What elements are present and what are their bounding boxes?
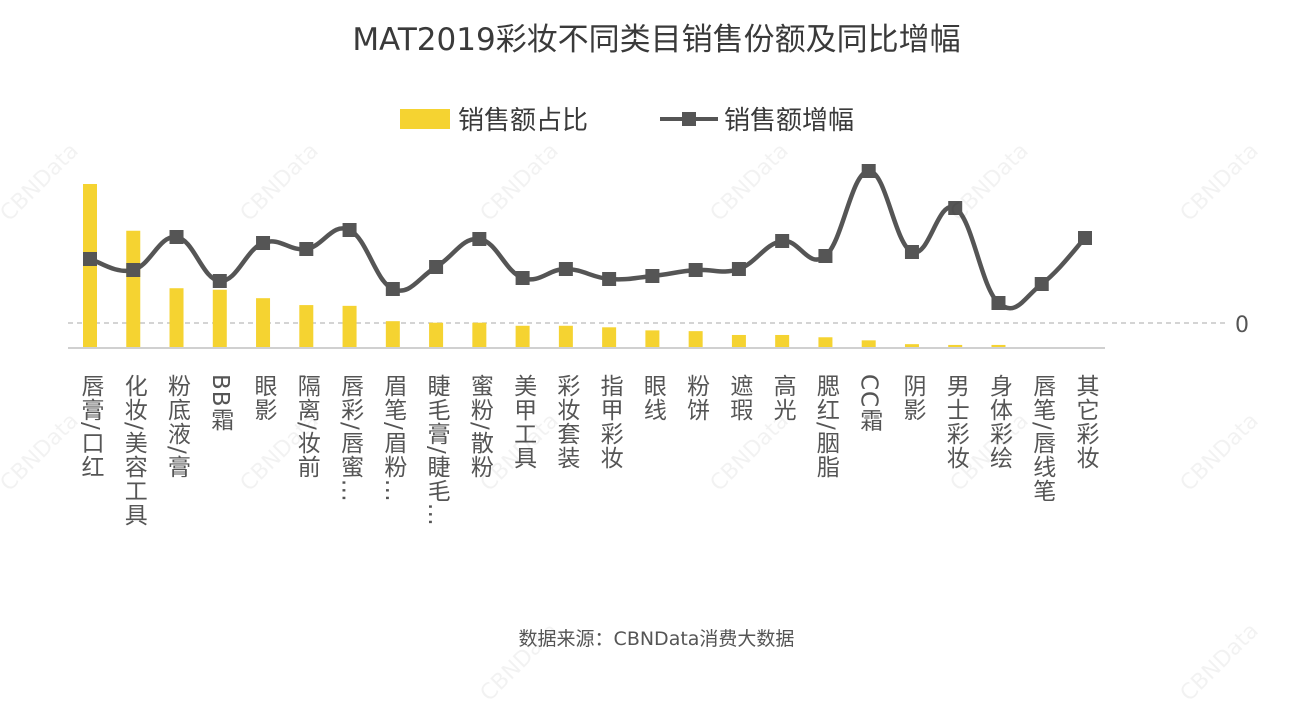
line-marker bbox=[818, 249, 833, 263]
x-tick-label: 指甲彩妆 bbox=[596, 374, 623, 470]
x-tick-label: 眉笔/眉粉… bbox=[379, 374, 406, 503]
line-marker bbox=[688, 263, 703, 277]
line-marker bbox=[126, 263, 141, 277]
line-marker bbox=[645, 269, 660, 283]
line-marker bbox=[429, 260, 444, 274]
line-marker bbox=[256, 236, 271, 250]
bar bbox=[602, 327, 617, 348]
bar bbox=[299, 305, 314, 348]
legend-item-line: 销售额增幅 bbox=[660, 100, 854, 137]
x-tick-label: 睫毛膏/睫毛… bbox=[423, 374, 450, 527]
bar bbox=[948, 344, 963, 348]
bar bbox=[731, 334, 746, 348]
x-tick-label: 身体彩绘 bbox=[985, 374, 1012, 470]
legend-line-swatch bbox=[660, 111, 718, 126]
x-tick-label: 男士彩妆 bbox=[942, 374, 969, 470]
x-tick-label: 其它彩妆 bbox=[1072, 374, 1098, 470]
bar bbox=[861, 340, 876, 348]
legend-line-label: 销售额增幅 bbox=[724, 106, 855, 136]
x-tick-label: 遮瑕 bbox=[725, 374, 752, 422]
x-tick-label: 彩妆套装 bbox=[552, 374, 579, 470]
bar bbox=[558, 325, 573, 348]
bar bbox=[385, 321, 400, 348]
bar bbox=[472, 322, 487, 348]
x-tick-label: 高光 bbox=[769, 374, 796, 422]
line-marker bbox=[904, 245, 919, 259]
bar bbox=[256, 298, 271, 348]
line-marker bbox=[169, 230, 184, 244]
x-tick-label: BB霜 bbox=[206, 374, 233, 432]
line-marker bbox=[342, 223, 357, 237]
x-tick-label: 腮红/胭脂 bbox=[812, 374, 839, 479]
bar bbox=[688, 331, 703, 348]
x-tick-label: 美甲工具 bbox=[509, 374, 536, 470]
x-tick-label: 粉饼 bbox=[682, 374, 709, 422]
legend-bar-swatch bbox=[400, 108, 450, 129]
line-marker bbox=[1078, 231, 1092, 245]
bar bbox=[126, 230, 141, 348]
bar bbox=[775, 334, 790, 348]
x-tick-label: 粉底液/膏 bbox=[163, 374, 190, 479]
x-tick-label: 蜜粉/散粉 bbox=[466, 374, 493, 479]
x-tick-label: 唇笔/唇线笔 bbox=[1028, 374, 1055, 503]
growth-line bbox=[89, 168, 1087, 311]
line-marker bbox=[991, 296, 1006, 310]
bar bbox=[342, 305, 357, 348]
line-marker bbox=[861, 164, 876, 178]
line-marker bbox=[558, 262, 573, 276]
chart-plot: 0 bbox=[68, 164, 1249, 349]
line-marker bbox=[602, 272, 617, 286]
chart-title: MAT2019彩妆不同类目销售份额及同比增幅 bbox=[352, 22, 961, 58]
x-tick-label: 唇膏/口红 bbox=[77, 374, 103, 479]
y-tick-label: 0 bbox=[1235, 313, 1249, 338]
line-marker bbox=[515, 271, 530, 285]
bar bbox=[645, 330, 660, 348]
bar bbox=[904, 344, 919, 348]
line-marker bbox=[1034, 277, 1049, 291]
line-marker bbox=[83, 252, 97, 266]
x-tick-label: 阴影 bbox=[898, 374, 925, 422]
source-note: 数据来源：CBNData消费大数据 bbox=[518, 628, 795, 650]
line-marker bbox=[731, 262, 746, 276]
line-marker bbox=[212, 274, 227, 288]
line-marker bbox=[385, 282, 400, 296]
line-marker bbox=[948, 201, 963, 215]
legend-bar-label: 销售额占比 bbox=[458, 106, 589, 136]
bar bbox=[169, 288, 184, 348]
bar bbox=[429, 322, 444, 348]
bar bbox=[212, 289, 227, 348]
x-tick-label: CC霜 bbox=[855, 374, 882, 433]
x-tick-label: 隔离/妆前 bbox=[293, 374, 320, 479]
line-marker bbox=[299, 242, 314, 256]
bar bbox=[991, 344, 1006, 348]
bar bbox=[515, 325, 530, 348]
line-marker bbox=[775, 234, 790, 248]
x-tick-label: 化妆/美容工具 bbox=[120, 374, 147, 527]
x-tick-label: 眼影 bbox=[250, 374, 277, 422]
bar bbox=[818, 337, 833, 348]
line-marker bbox=[472, 232, 487, 246]
legend-item-bar: 销售额占比 bbox=[400, 100, 588, 137]
x-tick-label: 唇彩/唇蜜… bbox=[336, 374, 363, 503]
x-tick-label: 眼线 bbox=[639, 374, 666, 422]
